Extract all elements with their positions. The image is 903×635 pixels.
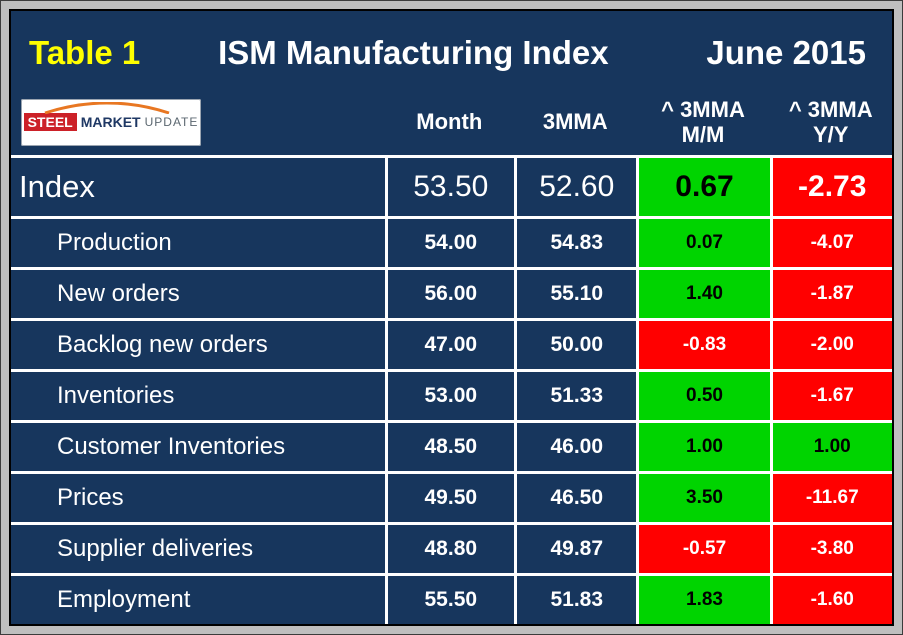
month-value: 48.50 [384, 423, 515, 471]
mm-delta-cell: -0.57 [636, 525, 770, 573]
mm-delta-cell: 3.50 [636, 474, 770, 522]
mm-delta-cell: 0.07 [636, 219, 770, 267]
table-row-index: Index 53.50 52.60 0.67 -2.73 [11, 155, 892, 216]
logo-cell: STEEL MARKET UPDATE [11, 98, 385, 146]
yy-delta-cell: -4.07 [769, 219, 892, 267]
3mma-value: 54.83 [514, 219, 636, 267]
month-value: 53.00 [384, 372, 515, 420]
mm-delta-cell: 0.50 [636, 372, 770, 420]
logo-swoosh-icon [44, 101, 170, 114]
row-label: Customer Inventories [57, 433, 286, 460]
column-header-row: STEEL MARKET UPDATE Month 3MMA ^ 3MMA M/… [11, 89, 892, 155]
3mma-value: 52.60 [514, 158, 636, 216]
month-value: 54.00 [384, 219, 515, 267]
table-row-customer-inventories: Customer Inventories 48.50 46.00 1.00 1.… [11, 420, 892, 471]
row-label: New orders [57, 280, 180, 307]
month-value: 47.00 [384, 321, 515, 369]
table-row-prices: Prices 49.50 46.50 3.50 -11.67 [11, 471, 892, 522]
yy-delta-cell: -11.67 [769, 474, 892, 522]
table-row-supplier-deliveries: Supplier deliveries 48.80 49.87 -0.57 -3… [11, 522, 892, 573]
3mma-value: 50.00 [514, 321, 636, 369]
logo-word-steel: STEEL [23, 113, 77, 131]
yy-delta-cell: -2.73 [769, 158, 892, 216]
yy-delta-cell: 1.00 [769, 423, 892, 471]
yy-delta-cell: -2.00 [769, 321, 892, 369]
row-label: Index [19, 169, 95, 204]
yy-delta-cell: -1.67 [769, 372, 892, 420]
row-label: Supplier deliveries [57, 535, 254, 562]
3mma-value: 55.10 [514, 270, 636, 318]
table-number-label: Table 1 [29, 34, 141, 71]
3mma-value: 46.50 [514, 474, 636, 522]
row-label: Backlog new orders [57, 331, 268, 358]
3mma-value: 46.00 [514, 423, 636, 471]
mm-delta-cell: 1.83 [636, 576, 770, 624]
row-label: Production [57, 229, 172, 256]
mm-delta-cell: 0.67 [636, 158, 770, 216]
column-header-month: Month [416, 109, 483, 135]
title-row: Table 1 ISM Manufacturing Index June 201… [11, 11, 892, 89]
logo-word-market: MARKET [80, 114, 141, 130]
column-header-3mma-yy: ^ 3MMA Y/Y [788, 96, 873, 147]
table-row-employment: Employment 55.50 51.83 1.83 -1.60 [11, 573, 892, 624]
mm-delta-cell: 1.40 [636, 270, 770, 318]
month-value: 56.00 [384, 270, 515, 318]
column-header-3mma-mm: ^ 3MMA M/M [661, 96, 745, 147]
yy-delta-cell: -3.80 [769, 525, 892, 573]
table-row-new-orders: New orders 56.00 55.10 1.40 -1.87 [11, 267, 892, 318]
row-label: Employment [57, 586, 191, 613]
table-row-backlog-new-orders: Backlog new orders 47.00 50.00 -0.83 -2.… [11, 318, 892, 369]
3mma-value: 49.87 [514, 525, 636, 573]
month-value: 55.50 [384, 576, 515, 624]
month-value: 48.80 [384, 525, 515, 573]
report-date: June 2015 [706, 34, 866, 71]
row-label: Prices [57, 484, 124, 511]
month-value: 49.50 [384, 474, 515, 522]
mm-delta-cell: 1.00 [636, 423, 770, 471]
steel-market-update-logo: STEEL MARKET UPDATE [21, 98, 201, 146]
logo-word-update: UPDATE [144, 115, 199, 129]
table-row-production: Production 54.00 54.83 0.07 -4.07 [11, 216, 892, 267]
mm-delta-cell: -0.83 [636, 321, 770, 369]
row-label: Inventories [57, 382, 175, 409]
table-row-inventories: Inventories 53.00 51.33 0.50 -1.67 [11, 369, 892, 420]
3mma-value: 51.83 [514, 576, 636, 624]
column-header-3mma: 3MMA [542, 109, 608, 135]
yy-delta-cell: -1.60 [769, 576, 892, 624]
page-title: ISM Manufacturing Index [218, 34, 609, 71]
3mma-value: 51.33 [514, 372, 636, 420]
month-value: 53.50 [384, 158, 515, 216]
ism-manufacturing-table: Table 1 ISM Manufacturing Index June 201… [9, 9, 894, 626]
yy-delta-cell: -1.87 [769, 270, 892, 318]
